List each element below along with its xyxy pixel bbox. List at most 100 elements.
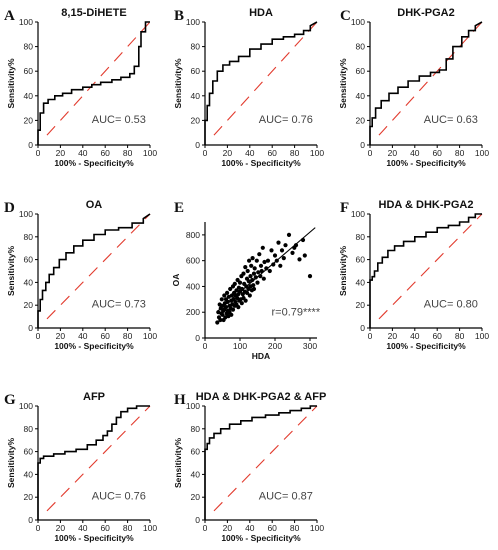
- y-tick-label: 0: [195, 140, 200, 150]
- y-tick-label: 100: [351, 209, 365, 219]
- x-tick-label: 60: [432, 148, 442, 158]
- auc-label: AUC= 0.73: [92, 298, 146, 310]
- x-tick-label: 60: [267, 148, 277, 158]
- y-tick-label: 40: [24, 277, 34, 287]
- x-tick-label: 80: [290, 148, 300, 158]
- panel-title: HDA: [249, 7, 273, 19]
- roc-curve: [369, 213, 482, 328]
- scatter-point: [246, 279, 251, 284]
- x-tick-label: 0: [368, 148, 373, 158]
- panel-title: OA: [86, 199, 103, 211]
- y-axis-label: OA: [171, 274, 181, 287]
- x-tick-label: 100: [233, 341, 247, 351]
- reference-diagonal: [213, 21, 318, 136]
- scatter-point: [272, 253, 278, 258]
- x-tick-label: 300: [303, 341, 317, 351]
- panel-b: B HDA 0 20 40 60 80 100 0 20 40 60 80 100 100% - Speci…: [173, 7, 324, 168]
- y-tick-label: 60: [24, 66, 34, 76]
- x-tick-label: 200: [268, 341, 282, 351]
- scatter-point: [251, 283, 256, 288]
- y-tick-label: 0: [360, 140, 365, 150]
- y-axis-label: Sensitivity%: [173, 438, 183, 489]
- scatter-point: [267, 268, 272, 274]
- panel-title: AFP: [83, 391, 105, 403]
- y-tick-label: 800: [186, 230, 200, 240]
- scatter-point: [281, 256, 286, 261]
- x-tick-label: 0: [368, 331, 373, 341]
- scatter-point: [283, 243, 288, 248]
- scatter-point: [261, 276, 266, 281]
- y-tick-label: 600: [186, 256, 200, 266]
- scatter-point: [215, 320, 220, 325]
- auc-label: AUC= 0.63: [424, 114, 478, 126]
- panel-title: DHK-PGA2: [397, 7, 454, 19]
- x-tick-label: 100: [475, 331, 489, 341]
- y-tick-label: 80: [191, 424, 201, 434]
- x-tick-label: 60: [267, 523, 277, 533]
- scatter-point: [279, 248, 285, 253]
- x-axis-label: 100% - Specificity%: [54, 341, 134, 351]
- auc-label: AUC= 0.80: [424, 298, 478, 310]
- auc-label: AUC= 0.76: [92, 490, 146, 502]
- panel-letter: F: [340, 200, 349, 216]
- y-axis-label: Sensitivity%: [173, 58, 183, 109]
- y-tick-label: 20: [356, 300, 366, 310]
- x-tick-label: 80: [123, 523, 133, 533]
- x-tick-label: 0: [203, 523, 208, 533]
- x-tick-label: 100: [310, 148, 324, 158]
- panel-letter: G: [4, 392, 16, 408]
- y-tick-label: 60: [356, 255, 366, 265]
- x-tick-label: 100: [143, 523, 157, 533]
- x-tick-label: 60: [100, 331, 110, 341]
- x-tick-label: 80: [123, 331, 133, 341]
- y-tick-label: 40: [356, 91, 366, 101]
- x-axis-label: 100% - Specificity%: [54, 158, 134, 168]
- y-tick-label: 100: [19, 209, 33, 219]
- scatter-point: [223, 305, 229, 310]
- x-tick-label: 40: [78, 148, 88, 158]
- x-tick-label: 100: [143, 331, 157, 341]
- y-tick-label: 80: [191, 42, 201, 52]
- y-tick-label: 100: [186, 401, 200, 411]
- scatter-point: [256, 270, 261, 275]
- scatter-point: [251, 286, 257, 292]
- y-tick-label: 100: [19, 17, 33, 27]
- x-tick-label: 40: [410, 148, 420, 158]
- panel-letter: E: [174, 200, 184, 216]
- x-tick-label: 40: [78, 523, 88, 533]
- scatter-point: [271, 262, 276, 267]
- panel-d: D OA 0 20 40 60 80 100 0 20 40 60 80 100 100% - Specif…: [4, 199, 157, 351]
- x-tick-label: 0: [203, 148, 208, 158]
- scatter-point: [302, 253, 307, 258]
- reference-diagonal: [46, 21, 151, 136]
- panel-letter: D: [4, 200, 15, 216]
- x-axis-label: 100% - Specificity%: [386, 341, 466, 351]
- scatter-point: [293, 243, 299, 248]
- panel-c: C DHK-PGA2 0 20 40 60 80 100 0 20 40 60 80 100 100% - …: [338, 7, 489, 168]
- x-tick-label: 0: [36, 148, 41, 158]
- x-tick-label: 40: [245, 523, 255, 533]
- y-tick-label: 20: [356, 115, 366, 125]
- scatter-point: [248, 274, 253, 279]
- x-tick-label: 20: [56, 523, 66, 533]
- x-tick-label: 20: [56, 331, 66, 341]
- scatter-point: [230, 307, 236, 312]
- roc-curve: [204, 405, 317, 520]
- scatter-point: [251, 271, 257, 276]
- x-tick-label: 0: [203, 341, 208, 351]
- scatter-point: [218, 317, 223, 323]
- scatter-point: [276, 240, 281, 245]
- y-tick-label: 20: [24, 492, 34, 502]
- scatter-point: [220, 312, 225, 317]
- scatter-point: [245, 268, 250, 274]
- x-tick-label: 40: [410, 331, 420, 341]
- scatter-point: [262, 259, 267, 265]
- scatter-point: [219, 297, 224, 302]
- scatter-point: [253, 275, 258, 280]
- roc-curve: [37, 21, 150, 145]
- x-tick-label: 100: [475, 148, 489, 158]
- x-tick-label: 40: [245, 148, 255, 158]
- reference-diagonal: [46, 213, 151, 320]
- x-tick-label: 80: [455, 148, 465, 158]
- panel-e: E 0 100 200 300 0 200 400 600 800 HDA OA r=0.79****: [171, 200, 321, 361]
